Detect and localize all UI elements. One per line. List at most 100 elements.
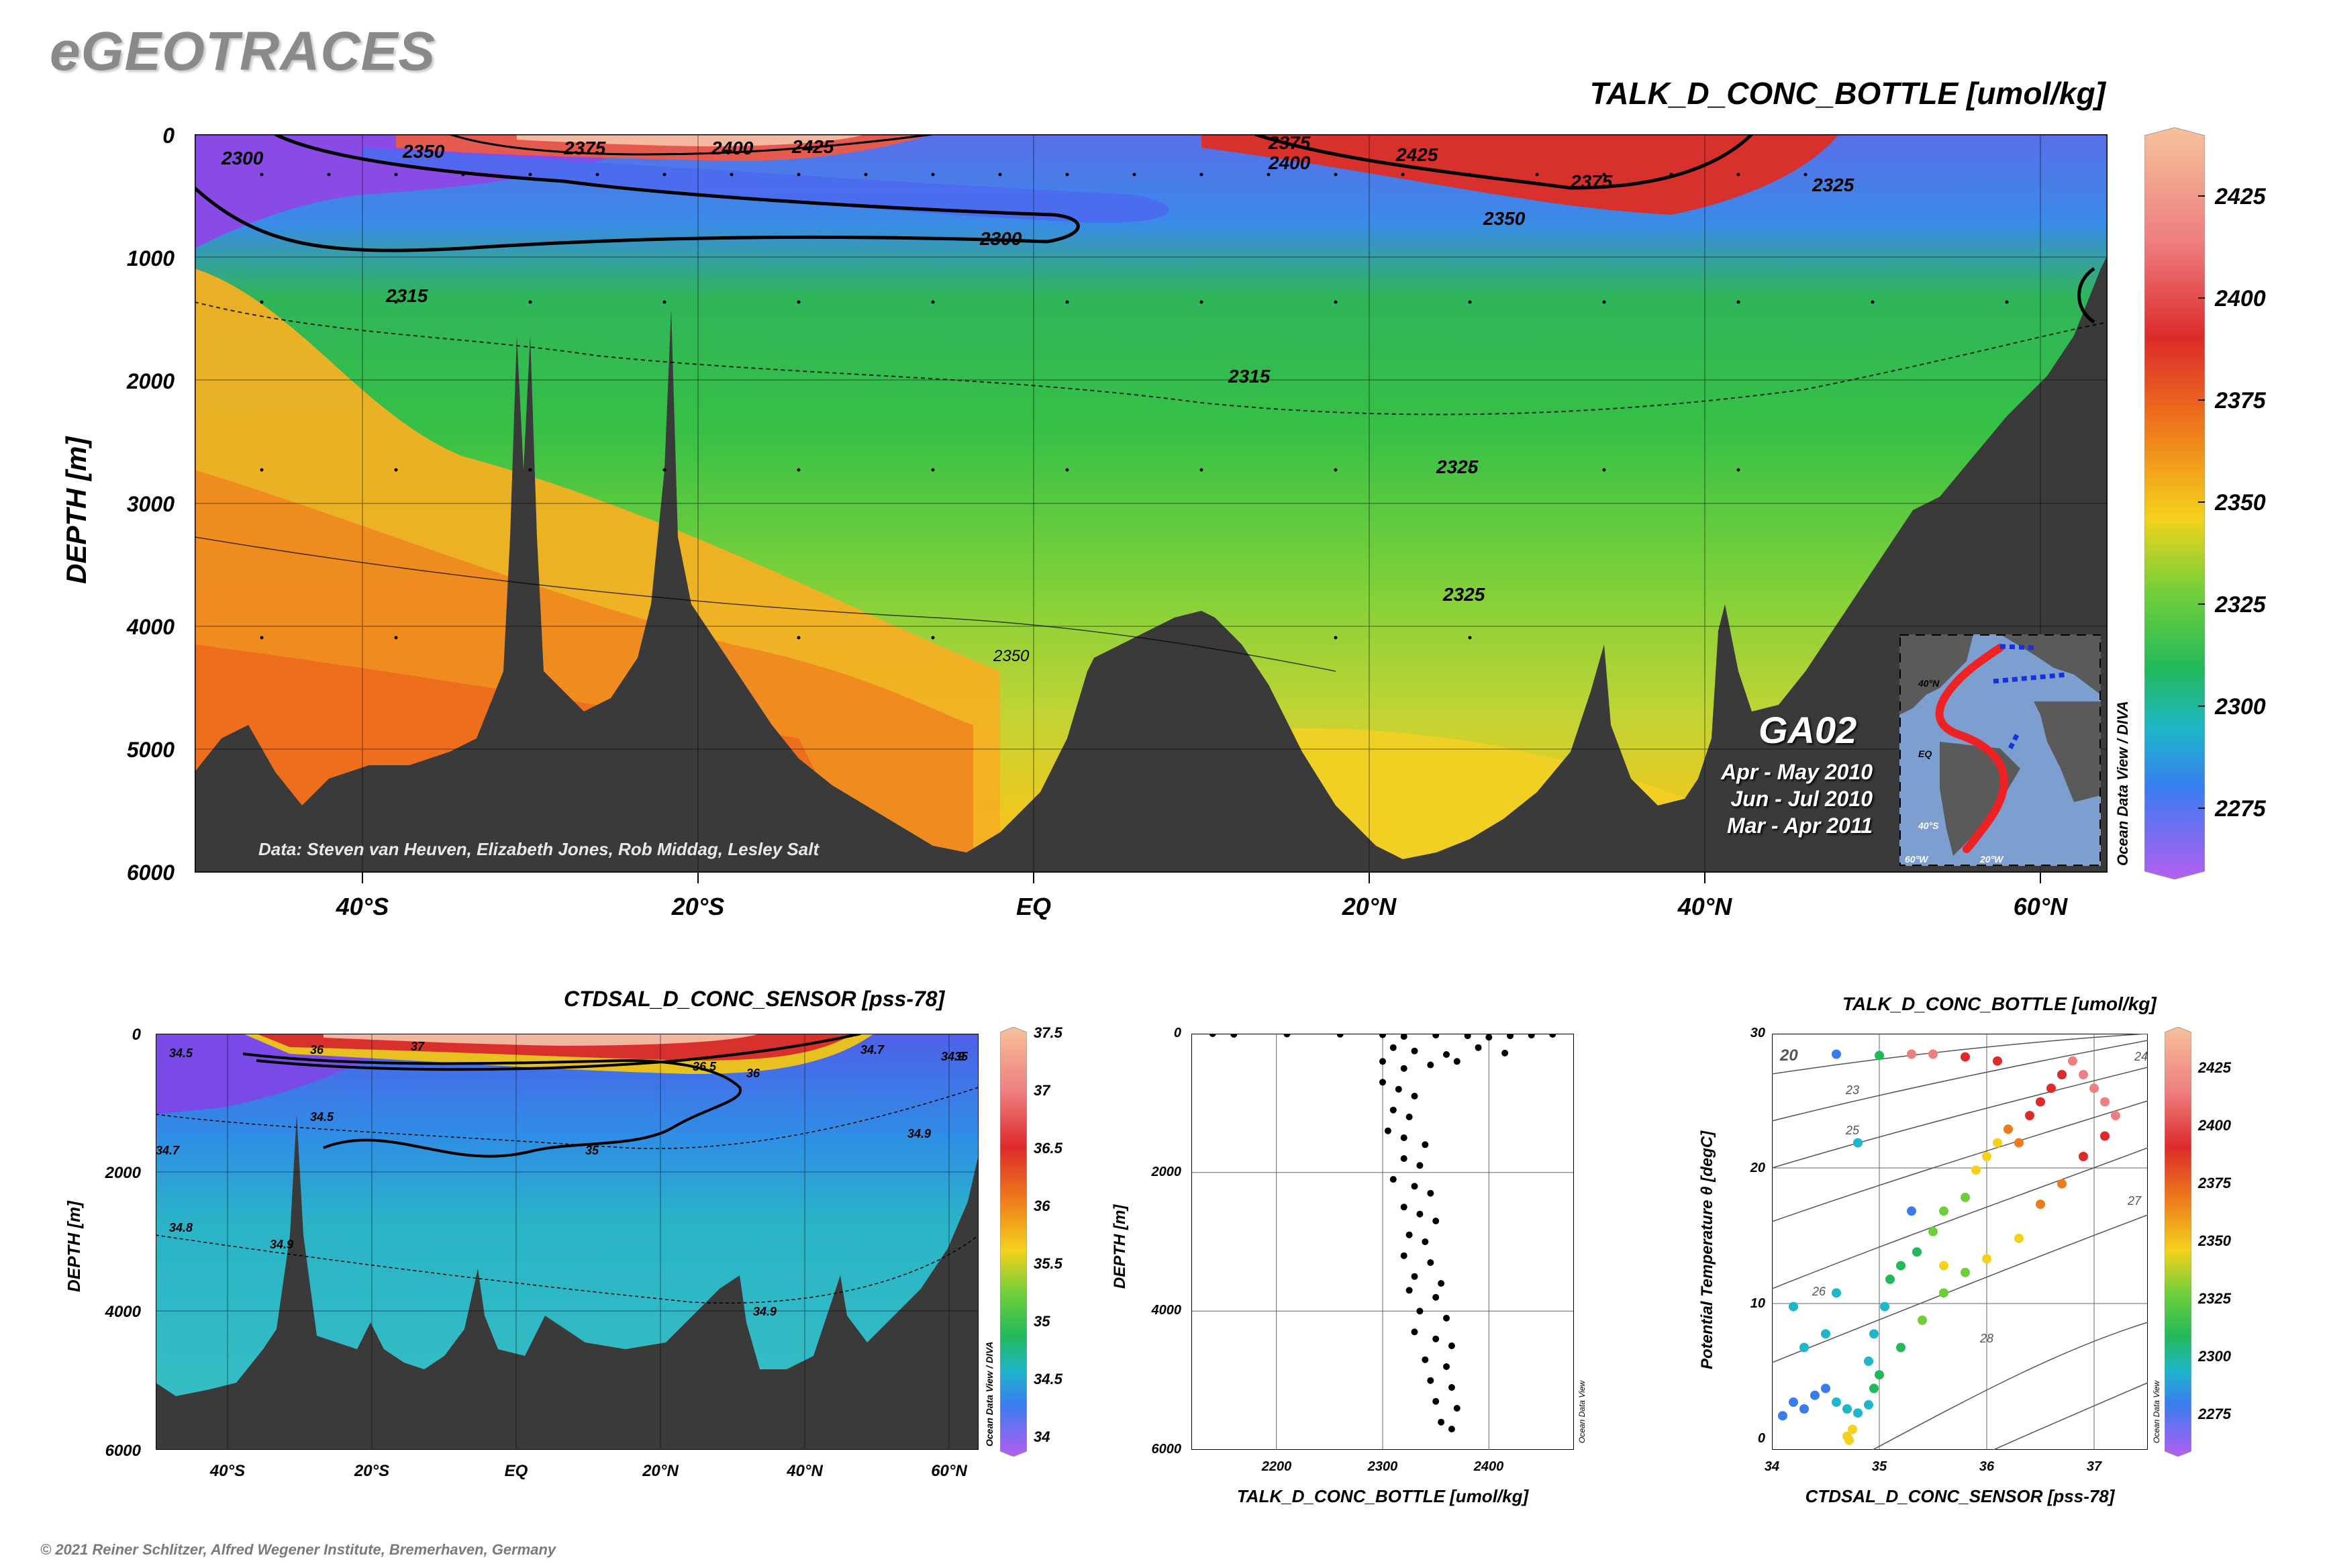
- cruise-period: Jun - Jul 2010: [1730, 787, 1873, 811]
- ts-point: [1982, 1152, 1991, 1161]
- salinity-contour-labels: 34.5 36 37 36.5 36 34.7 34.9 34.5 34.7 3…: [156, 1040, 969, 1318]
- ts-point: [1885, 1274, 1895, 1284]
- contour-label: 36: [310, 1043, 324, 1057]
- contour-label: 37: [411, 1040, 425, 1053]
- profile-point: [1395, 1085, 1402, 1093]
- ts-point: [1789, 1397, 1798, 1407]
- salinity-xtick: 20°S: [354, 1462, 390, 1480]
- ts-point: [1939, 1206, 1948, 1216]
- profile-ytick: 2000: [1151, 1165, 1182, 1179]
- ts-point: [1961, 1267, 1970, 1277]
- profile-point: [1400, 1034, 1407, 1040]
- profile-grid: [1191, 1034, 1574, 1450]
- cruise-period: Apr - May 2010: [1721, 760, 1873, 784]
- salinity-colorbar-label: 34.5: [1034, 1371, 1062, 1387]
- profile-watermark: Ocean Data View: [1577, 1380, 1587, 1443]
- main-xtick: 20°N: [1342, 893, 1397, 920]
- main-ytick: 4000: [126, 615, 175, 639]
- profile-point: [1422, 1141, 1429, 1148]
- ts-point: [1832, 1288, 1841, 1298]
- ts-point: [1789, 1302, 1798, 1312]
- main-section-plot: 2300 2350 2375 2400 2425 2375 2400 2425 …: [195, 134, 2108, 873]
- contour-label: 2300: [979, 228, 1022, 249]
- main-contour-labels: 2300 2350 2375 2400 2425 2375 2400 2425 …: [221, 134, 1854, 665]
- contour-label: 2375: [563, 138, 606, 158]
- profile-point: [1336, 1034, 1344, 1038]
- salinity-colorbar-label: 34: [1034, 1428, 1050, 1445]
- ts-point: [1896, 1342, 1905, 1353]
- main-colorbar-label: 2425: [2215, 184, 2266, 209]
- main-xtick: 60°N: [2013, 893, 2068, 920]
- profile-point: [1453, 1058, 1460, 1065]
- main-colorbar-label: 2375: [2215, 388, 2266, 413]
- profile-point: [1432, 1218, 1440, 1224]
- ts-point: [2057, 1070, 2067, 1079]
- ts-point: [1821, 1329, 1830, 1339]
- ts-colorbar-label: 2350: [2198, 1232, 2231, 1249]
- profile-point: [1283, 1034, 1291, 1038]
- contour-label: 2315: [385, 285, 428, 306]
- salinity-colorbar-label: 35.5: [1034, 1255, 1062, 1272]
- profile-point: [1405, 1231, 1413, 1238]
- ts-point: [1896, 1261, 1905, 1271]
- profile-point: [1400, 1204, 1407, 1211]
- profile-point: [1475, 1044, 1482, 1051]
- salinity-watermark: Ocean Data View / DIVA: [984, 1341, 995, 1447]
- ts-frame: [1772, 1034, 2148, 1450]
- ts-colorbar: [2165, 1027, 2191, 1457]
- profile-point: [1411, 1183, 1418, 1190]
- ts-colorbar-label: 2375: [2198, 1175, 2231, 1191]
- main-colorbar-label: 2350: [2215, 490, 2266, 516]
- profile-point: [1443, 1314, 1450, 1322]
- ts-point: [1907, 1206, 1916, 1216]
- profile-point: [1411, 1047, 1418, 1055]
- ts-point: [1869, 1383, 1879, 1393]
- salinity-ylabel: DEPTH [m]: [64, 1201, 84, 1292]
- ts-point: [1993, 1056, 2002, 1066]
- ts-point: [2036, 1097, 2045, 1107]
- ts-point: [1869, 1329, 1879, 1339]
- inset-map: 40°N EQ 40°S 60°W 20°W: [1899, 634, 2101, 866]
- ts-point: [1853, 1138, 1863, 1148]
- contour-label: 35: [585, 1144, 599, 1157]
- ts-colorbar-label: 2275: [2198, 1406, 2231, 1422]
- profile-point: [1438, 1418, 1445, 1426]
- ts-point: [1939, 1261, 1948, 1271]
- ts-point: [1875, 1050, 1884, 1061]
- ts-watermark: Ocean Data View: [2152, 1380, 2161, 1443]
- ts-ytick: 0: [1757, 1431, 1765, 1446]
- contour-label: 34.8: [169, 1221, 193, 1234]
- ts-point: [1912, 1247, 1922, 1257]
- cruise-periods: Apr - May 2010 Jun - Jul 2010 Mar - Apr …: [1691, 758, 1873, 839]
- contour-label: 34.5: [169, 1046, 193, 1060]
- main-ylabel: DEPTH [m]: [60, 436, 92, 584]
- ts-xtick: 36: [1979, 1459, 1995, 1474]
- ts-point: [1907, 1049, 1916, 1059]
- ts-xtick: 35: [1871, 1459, 1887, 1474]
- ts-point: [2079, 1152, 2088, 1161]
- ts-point: [1928, 1226, 1938, 1236]
- profile-ytick: 4000: [1151, 1303, 1182, 1318]
- profile-point: [1432, 1034, 1440, 1039]
- profile-point: [1427, 1189, 1434, 1197]
- salinity-ytick: 2000: [105, 1164, 141, 1182]
- ts-isopycnals: [1772, 1034, 2148, 1450]
- ts-point: [2046, 1083, 2056, 1093]
- main-colorbar-label: 2400: [2215, 286, 2266, 311]
- profile-point: [1464, 1034, 1471, 1040]
- profile-point: [1411, 1328, 1418, 1336]
- contour-label: 2400: [711, 138, 754, 158]
- profile-points: [1209, 1034, 1556, 1432]
- isopycnal-label: 24: [2134, 1050, 2148, 1063]
- main-watermark: Ocean Data View / DIVA: [2114, 701, 2131, 866]
- contour-label: 2375: [1570, 171, 1613, 192]
- profile-point: [1389, 1044, 1397, 1051]
- main-ytick: 1000: [126, 246, 175, 271]
- contour-label: 34.9: [270, 1238, 293, 1251]
- contour-label: 2325: [1436, 456, 1479, 477]
- profile-point: [1230, 1034, 1238, 1038]
- contour-label: 2425: [791, 136, 834, 157]
- main-ytick: 0: [162, 124, 175, 148]
- profile-point: [1400, 1155, 1407, 1162]
- main-xtick-marks: [362, 873, 2041, 883]
